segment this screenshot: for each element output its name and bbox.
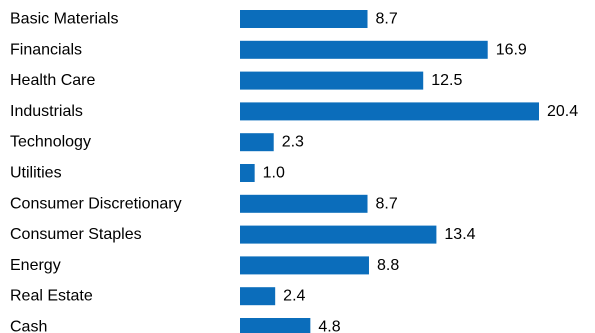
value-label: 8.7 <box>376 195 398 212</box>
value-label: 16.9 <box>496 41 527 58</box>
value-label: 12.5 <box>431 72 462 89</box>
category-label: Utilities <box>10 165 62 182</box>
value-label: 2.4 <box>283 288 305 305</box>
bar <box>240 256 369 275</box>
bar <box>240 194 368 213</box>
category-label: Basic Materials <box>10 11 118 28</box>
value-label: 2.3 <box>282 134 304 151</box>
category-label: Real Estate <box>10 288 93 305</box>
bar <box>240 40 488 59</box>
category-labels: Basic Materials Financials Health Care Indu… <box>10 11 182 333</box>
bar <box>240 102 539 121</box>
category-label: Consumer Staples <box>10 226 142 243</box>
value-label: 20.4 <box>547 103 578 120</box>
bar <box>240 318 311 333</box>
bar <box>240 287 276 306</box>
category-label: Technology <box>10 134 91 151</box>
bar <box>240 133 274 152</box>
value-label: 1.0 <box>263 165 285 182</box>
bar <box>240 164 255 182</box>
value-label: 13.4 <box>444 226 475 243</box>
value-label: 4.8 <box>318 319 340 333</box>
category-label: Consumer Discretionary <box>10 195 182 212</box>
category-label: Financials <box>10 41 82 58</box>
value-label: 8.8 <box>377 257 399 274</box>
category-label: Health Care <box>10 72 95 89</box>
category-label: Cash <box>10 319 47 333</box>
bar <box>240 225 437 244</box>
category-label: Energy <box>10 257 61 274</box>
bars <box>240 10 539 333</box>
bar <box>240 10 368 28</box>
value-label: 8.7 <box>376 11 398 28</box>
value-labels: 8.7 16.9 12.5 20.4 2.3 1.0 8.7 13.4 8.8 2.4 4.8 <box>263 11 579 333</box>
bar <box>240 71 424 90</box>
category-label: Industrials <box>10 103 83 120</box>
